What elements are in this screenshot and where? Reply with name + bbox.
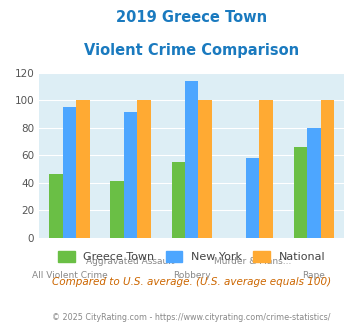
Bar [198,100,212,238]
Text: All Violent Crime: All Violent Crime [32,271,108,280]
Text: Robbery: Robbery [173,271,211,280]
Bar [76,100,90,238]
Bar [246,158,260,238]
Bar [321,100,334,238]
Bar [63,107,76,238]
Text: Murder & Mans...: Murder & Mans... [214,257,291,266]
Bar [260,100,273,238]
Text: Violent Crime Comparison: Violent Crime Comparison [84,43,299,58]
Text: Compared to U.S. average. (U.S. average equals 100): Compared to U.S. average. (U.S. average … [52,277,331,287]
Bar [110,181,124,238]
Bar [185,81,198,238]
Bar [307,128,321,238]
Text: Rape: Rape [302,271,325,280]
Legend: Greece Town, New York, National: Greece Town, New York, National [54,247,330,267]
Bar [171,162,185,238]
Bar [137,100,151,238]
Bar [124,113,137,238]
Bar [294,147,307,238]
Text: © 2025 CityRating.com - https://www.cityrating.com/crime-statistics/: © 2025 CityRating.com - https://www.city… [53,314,331,322]
Text: Aggravated Assault: Aggravated Assault [86,257,175,266]
Bar [49,174,63,238]
Text: 2019 Greece Town: 2019 Greece Town [116,10,267,25]
